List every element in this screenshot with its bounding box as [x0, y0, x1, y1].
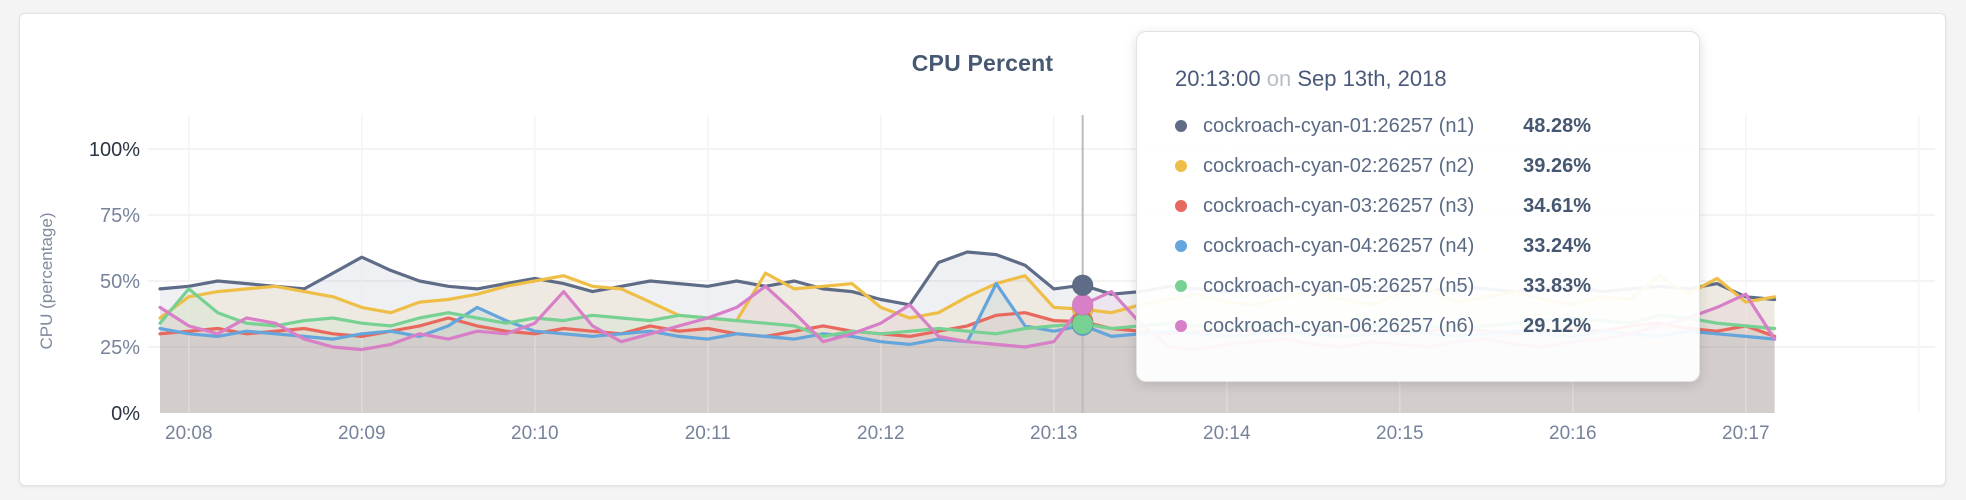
- x-axis-label: 20:08: [165, 423, 213, 444]
- y-axis-title: CPU (percentage): [37, 212, 56, 349]
- tooltip-row: cockroach-cyan-05:26257 (n5) 33.83%: [1175, 266, 1699, 306]
- tooltip-row: cockroach-cyan-01:26257 (n1) 48.28%: [1175, 106, 1699, 146]
- series-color-dot: [1175, 240, 1187, 252]
- series-color-dot: [1175, 280, 1187, 292]
- tooltip-series-value: 48.28%: [1523, 114, 1591, 137]
- tooltip-connector: on: [1266, 66, 1292, 91]
- tooltip-series-value: 39.26%: [1523, 154, 1591, 177]
- tooltip-series-value: 33.24%: [1523, 234, 1591, 257]
- x-axis-label: 20:13: [1030, 423, 1078, 444]
- y-axis-label: 75%: [100, 205, 140, 227]
- tooltip-series-value: 33.83%: [1523, 274, 1591, 297]
- tooltip-row: cockroach-cyan-06:26257 (n6) 29.12%: [1175, 306, 1699, 346]
- hover-dot: [1071, 293, 1094, 316]
- tooltip-series-value: 29.12%: [1523, 314, 1591, 337]
- series-color-dot: [1175, 320, 1187, 332]
- tooltip-series-label: cockroach-cyan-04:26257 (n4): [1203, 234, 1475, 257]
- x-axis-label: 20:12: [857, 423, 905, 444]
- y-axis-label: 0%: [111, 403, 140, 425]
- x-axis-label: 20:14: [1203, 423, 1251, 444]
- y-axis-label: 100%: [89, 139, 140, 161]
- tooltip-rows: cockroach-cyan-01:26257 (n1) 48.28% cockro…: [1175, 106, 1699, 346]
- x-axis-label: 20:15: [1376, 423, 1424, 444]
- series-color-dot: [1175, 160, 1187, 172]
- series-color-dot: [1175, 200, 1187, 212]
- tooltip-series-label: cockroach-cyan-01:26257 (n1): [1203, 114, 1475, 137]
- x-axis-label: 20:16: [1549, 423, 1597, 444]
- tooltip-series-label: cockroach-cyan-02:26257 (n2): [1203, 154, 1475, 177]
- x-axis-label: 20:11: [685, 423, 731, 444]
- tooltip-row: cockroach-cyan-03:26257 (n3) 34.61%: [1175, 186, 1699, 226]
- tooltip-time: 20:13:00: [1175, 66, 1261, 91]
- tooltip-row: cockroach-cyan-04:26257 (n4) 33.24%: [1175, 226, 1699, 266]
- chart-title: CPU Percent: [911, 50, 1054, 76]
- tooltip-timestamp: 20:13:00 on Sep 13th, 2018: [1175, 66, 1699, 92]
- hover-dot: [1071, 274, 1094, 297]
- chart-tooltip: 20:13:00 on Sep 13th, 2018 cockroach-cya…: [1136, 31, 1700, 382]
- hover-dot: [1071, 312, 1094, 335]
- y-axis-label: 50%: [100, 271, 140, 293]
- x-axis-label: 20:17: [1722, 423, 1770, 444]
- tooltip-series-label: cockroach-cyan-05:26257 (n5): [1203, 274, 1475, 297]
- tooltip-row: cockroach-cyan-02:26257 (n2) 39.26%: [1175, 146, 1699, 186]
- x-axis-label: 20:10: [511, 423, 559, 444]
- series-color-dot: [1175, 120, 1187, 132]
- tooltip-series-label: cockroach-cyan-03:26257 (n3): [1203, 194, 1475, 217]
- x-axis-label: 20:09: [338, 423, 386, 444]
- tooltip-series-value: 34.61%: [1523, 194, 1591, 217]
- tooltip-series-label: cockroach-cyan-06:26257 (n6): [1203, 314, 1475, 337]
- y-axis-label: 25%: [100, 337, 140, 359]
- tooltip-date: Sep 13th, 2018: [1297, 66, 1447, 91]
